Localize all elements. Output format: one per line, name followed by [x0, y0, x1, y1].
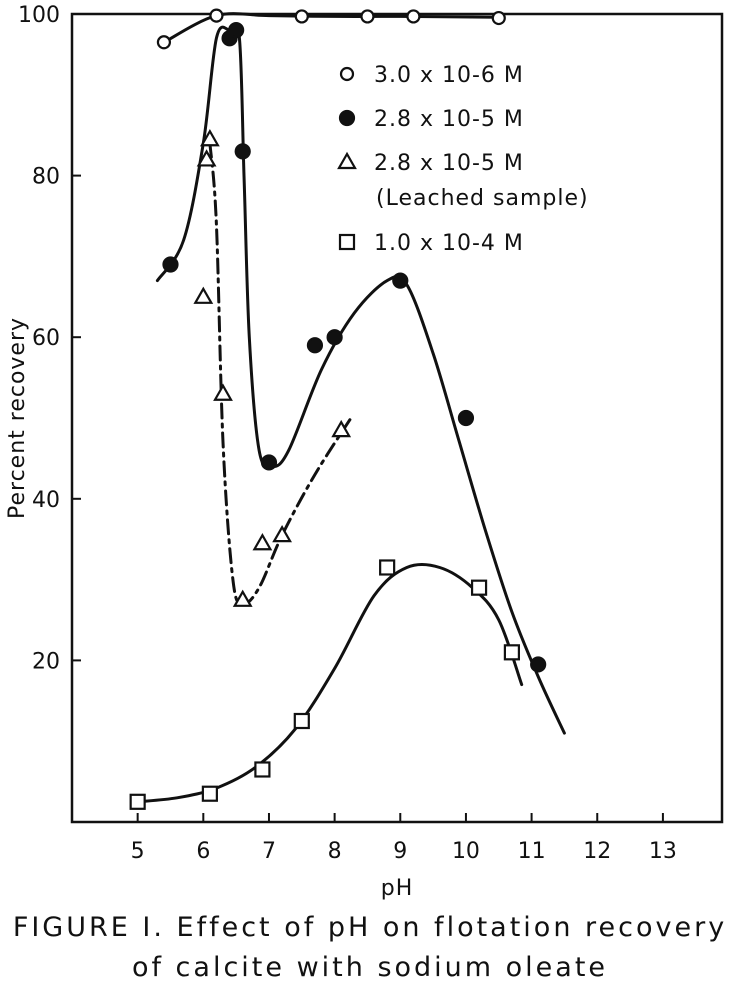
series-line-1e-4M	[136, 562, 524, 804]
data-point-2-8e-5M	[457, 409, 475, 427]
x-tick-label: 9	[393, 839, 407, 864]
data-point-2-8e-5M	[306, 337, 324, 354]
x-axis-label: pH	[381, 876, 414, 901]
data-point-leached	[193, 286, 214, 304]
legend-label-series-2: 2.8 x 10-5 M	[374, 107, 524, 132]
data-point-3e-6M	[294, 9, 309, 24]
data-point-1e-4M	[293, 712, 310, 730]
x-tick-label: 7	[262, 839, 276, 864]
x-axis-ticks: 5 6 7 8 9 10 11 12 13	[131, 813, 677, 864]
legend-marker-circle-filled	[338, 109, 356, 127]
x-tick-label: 10	[452, 839, 480, 864]
data-point-1e-4M	[129, 793, 146, 810]
figure-caption-line-2: of calcite with sodium oleate	[131, 952, 609, 983]
data-point-3e-6M	[209, 8, 224, 23]
data-point-2-8e-5M	[392, 272, 409, 289]
x-tick-label: 5	[131, 839, 145, 864]
data-point-3e-6M	[156, 35, 172, 50]
legend-symbol	[337, 151, 357, 170]
data-point-2-8e-5M	[530, 656, 547, 673]
data-point-leached	[213, 383, 233, 401]
data-point-2-8e-5M	[234, 143, 251, 160]
data-point-3e-6M	[406, 9, 421, 24]
data-point-leached	[199, 129, 220, 147]
data-point-1e-4M	[503, 644, 520, 661]
data-point-3e-6M	[360, 9, 375, 24]
legend-label-series-3: 2.8 x 10-5 M	[374, 151, 524, 176]
data-point-leached	[232, 589, 253, 607]
data-point-3e-6M	[491, 10, 506, 26]
y-tick-label: 40	[32, 488, 60, 513]
legend-label-series-4: 1.0 x 10-4 M	[374, 231, 524, 256]
x-tick-label: 12	[583, 839, 611, 864]
data-point-1e-4M	[201, 785, 218, 802]
data-point-leached	[331, 419, 352, 438]
y-tick-label: 60	[32, 326, 60, 351]
data-point-2-8e-5M	[326, 329, 343, 346]
chart: 5 6 7 8 9 10 11 12 13 20 40 60 80 100 pH Percent rec…	[5, 3, 724, 901]
legend-symbol	[338, 233, 356, 251]
y-tick-label: 20	[32, 649, 60, 674]
x-tick-label: 6	[196, 839, 210, 864]
figure-caption-line-1: FIGURE I. Effect of pH on flotation reco…	[12, 912, 728, 943]
data-point-leached	[272, 524, 292, 543]
legend-sublabel-series-3: (Leached sample)	[376, 186, 589, 211]
legend-marker-square-open	[338, 233, 356, 251]
legend-marker-triangle-open	[337, 151, 357, 170]
y-axis-label: Percent recovery	[5, 317, 30, 519]
y-axis-ticks: 20 40 60 80 100	[18, 3, 81, 674]
x-tick-label: 8	[328, 839, 342, 864]
data-point-leached	[196, 149, 217, 167]
legend-symbol	[339, 66, 355, 82]
data-point-1e-4M	[470, 579, 488, 596]
x-tick-label: 13	[649, 839, 677, 864]
data-point-2-8e-5M	[228, 22, 245, 39]
x-tick-label: 11	[518, 839, 546, 864]
plot-area-border	[70, 12, 724, 824]
series-markers	[129, 8, 547, 810]
legend-marker-circle-open	[339, 66, 355, 82]
data-point-leached	[252, 533, 273, 551]
plot-frame	[70, 12, 724, 824]
y-tick-label: 80	[32, 165, 60, 190]
data-point-1e-4M	[254, 761, 271, 778]
data-point-2-8e-5M	[260, 454, 278, 471]
legend-label-series-1: 3.0 x 10-6 M	[374, 63, 524, 88]
legend-symbol	[338, 109, 356, 127]
y-tick-label: 100	[18, 3, 60, 28]
data-point-2-8e-5M	[162, 256, 179, 273]
legend: 3.0 x 10-6 M 2.8 x 10-5 M 2.8 x 10-5 M (…	[337, 63, 589, 256]
series-line-2-8e-5M	[155, 23, 566, 735]
data-point-1e-4M	[379, 559, 396, 576]
